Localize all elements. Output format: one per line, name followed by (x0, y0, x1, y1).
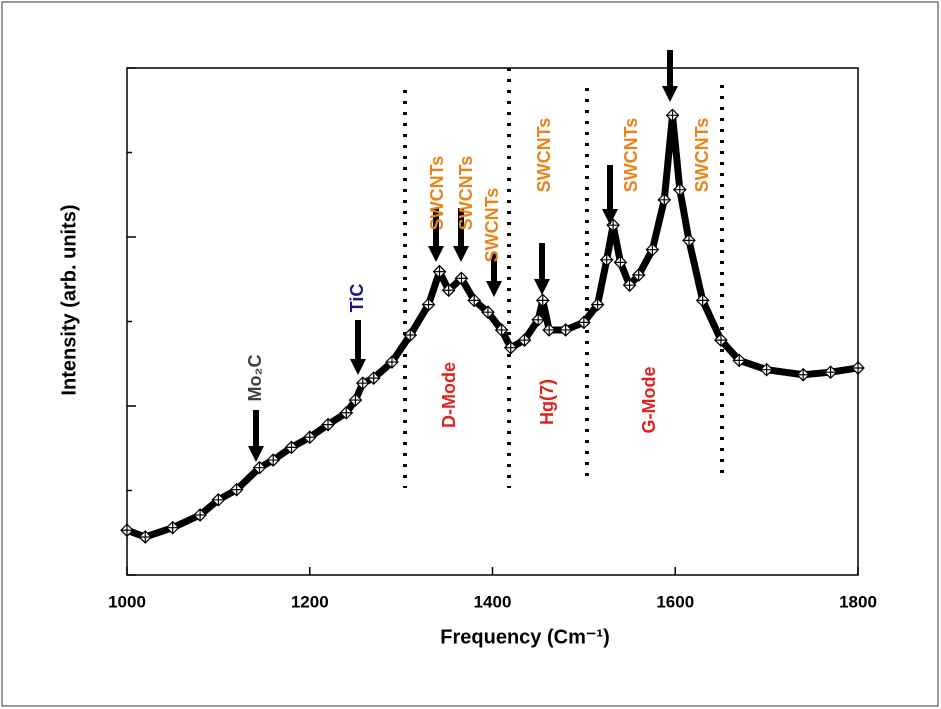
data-point (517, 333, 532, 347)
data-point (229, 482, 244, 497)
data-point (252, 460, 267, 475)
data-point (385, 355, 399, 369)
data-point (421, 297, 436, 312)
annotation: SWCNTs (534, 118, 554, 193)
x-axis-label: Frequency (Cm⁻¹) (440, 626, 609, 648)
data-point (695, 293, 710, 308)
data-point (441, 283, 456, 298)
data-point (823, 365, 838, 380)
data-point (535, 293, 550, 308)
data-point (266, 453, 281, 467)
annotation: G-Mode (639, 367, 659, 434)
annotation: TiC (347, 284, 367, 313)
y-axis-label: Intensity (arb. units) (58, 204, 80, 395)
annotation: D-Mode (439, 362, 459, 428)
data-point (211, 492, 226, 507)
data-point (284, 440, 299, 455)
data-point (494, 323, 509, 337)
data-point (542, 323, 557, 337)
annotation: Mo₂C (245, 355, 265, 402)
data-point (138, 530, 153, 544)
annotation: Hg(7) (537, 379, 557, 425)
data-point (665, 108, 680, 123)
arrow-head (486, 281, 502, 297)
data-point (732, 353, 747, 368)
arrow-head (428, 246, 444, 262)
x-tick-label: 1800 (839, 592, 877, 611)
data-point (321, 417, 335, 432)
data-point (348, 393, 363, 407)
data-point (590, 297, 605, 312)
data-point (503, 340, 518, 355)
data-point (302, 430, 317, 445)
data-point (851, 361, 865, 375)
data-point (645, 242, 660, 257)
data-point (165, 520, 180, 535)
x-tick-label: 1200 (291, 592, 329, 611)
arrow-head (534, 279, 550, 295)
x-tick-label: 1000 (108, 592, 146, 611)
data-point (120, 523, 134, 538)
data-point (613, 255, 628, 270)
arrow-head (453, 246, 469, 262)
arrow-head (662, 86, 678, 102)
arrow-head (248, 446, 264, 462)
data-point (454, 271, 469, 286)
data-point (796, 367, 811, 382)
annotation: SWCNTs (456, 156, 476, 231)
data-point (193, 508, 207, 522)
annotation: SWCNTs (692, 118, 712, 193)
arrow-head (350, 359, 366, 375)
spectrum-line (125, 111, 859, 541)
x-tick-label: 1600 (656, 592, 694, 611)
data-point (366, 371, 381, 385)
data-point (714, 333, 728, 347)
data-point (339, 405, 354, 420)
data-point (558, 323, 573, 337)
annotation: SWCNTs (482, 188, 502, 263)
annotation: SWCNTs (427, 156, 447, 231)
data-point (355, 376, 370, 391)
data-point (481, 305, 495, 320)
data-point (759, 362, 774, 377)
x-tick-label: 1400 (474, 592, 512, 611)
data-point (622, 278, 637, 293)
data-point (682, 233, 696, 248)
data-point (467, 293, 482, 308)
data-point (577, 315, 591, 330)
arrow-head (602, 209, 618, 225)
data-point (672, 182, 687, 197)
data-point (631, 268, 646, 282)
data-point (403, 328, 418, 342)
data-point (432, 264, 447, 279)
data-point (531, 312, 546, 327)
data-point (657, 192, 672, 207)
annotation: SWCNTs (621, 118, 641, 193)
data-point (599, 252, 614, 267)
